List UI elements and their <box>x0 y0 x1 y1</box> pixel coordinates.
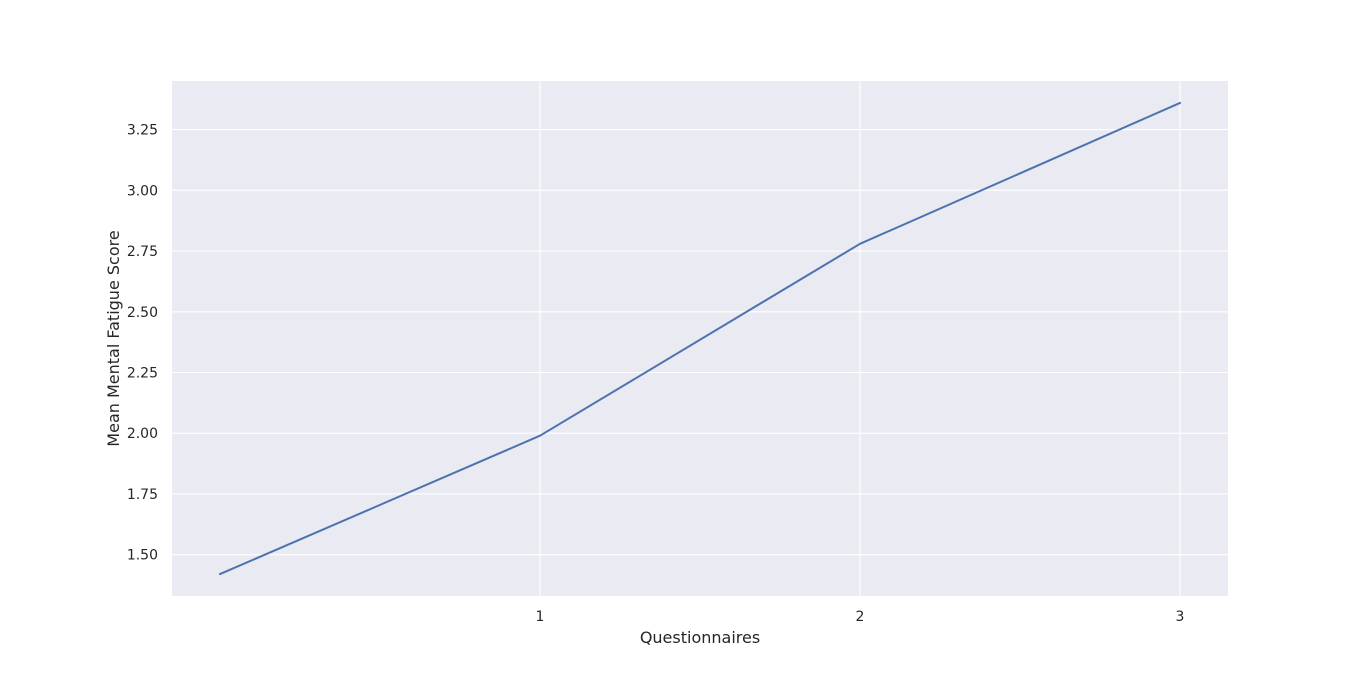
y-tick-label: 2.00 <box>127 426 158 442</box>
y-tick-label: 3.25 <box>127 123 158 139</box>
y-tick-label: 3.00 <box>127 183 158 199</box>
y-tick-label: 1.50 <box>127 548 158 564</box>
y-axis-label: Mean Mental Fatigue Score <box>104 230 123 446</box>
x-tick-label: 3 <box>1176 609 1185 625</box>
y-tick-label: 2.75 <box>127 244 158 260</box>
x-tick-label: 2 <box>856 609 865 625</box>
x-tick-label: 1 <box>536 609 545 625</box>
y-tick-label: 1.75 <box>127 487 158 503</box>
y-tick-label: 2.50 <box>127 305 158 321</box>
plot-area-background <box>172 81 1228 596</box>
x-axis-label: Questionnaires <box>640 628 760 647</box>
y-tick-label: 2.25 <box>127 366 158 382</box>
